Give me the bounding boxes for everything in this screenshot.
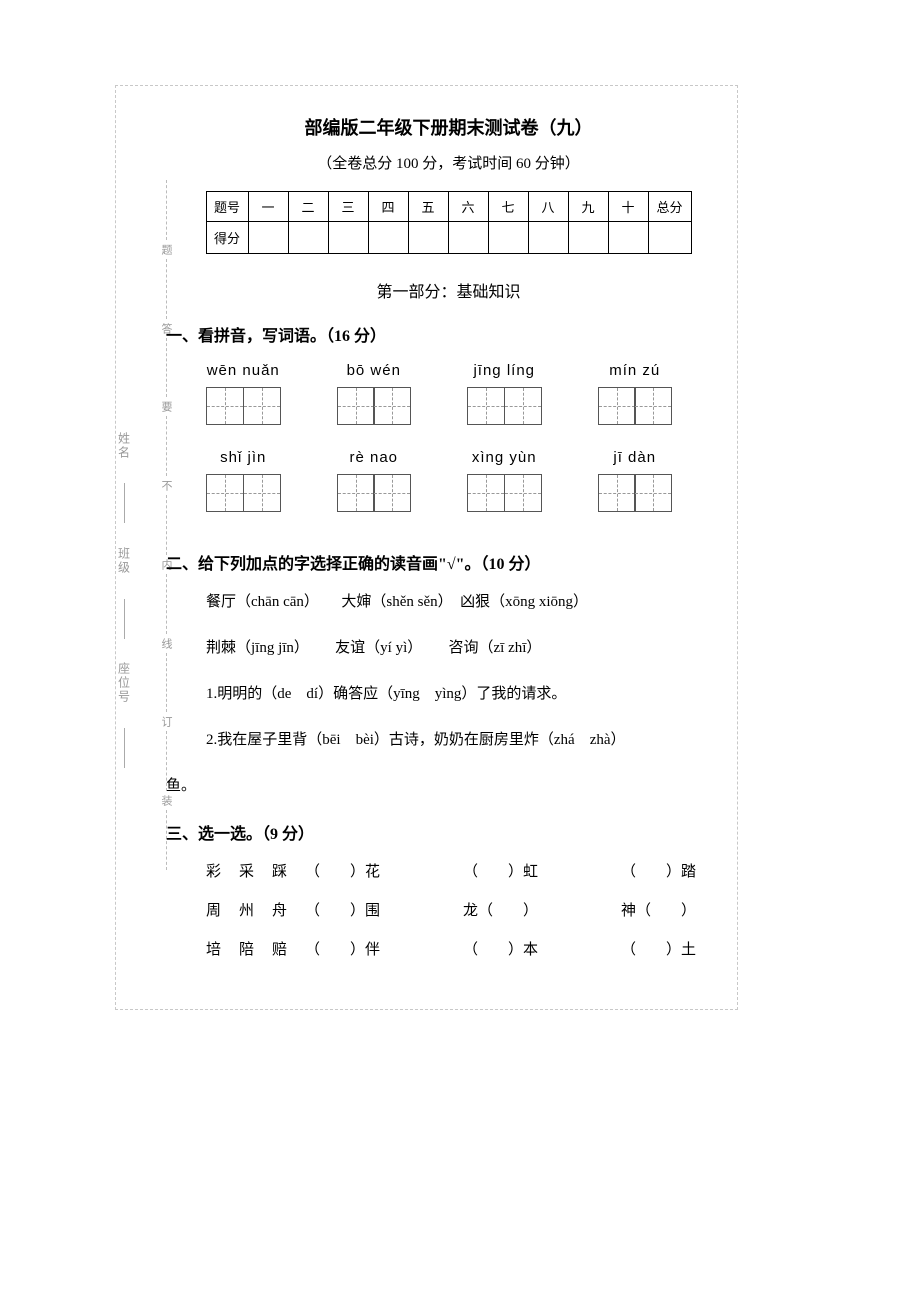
pinyin-row: wēn nuǎn bō wén jīng líng mín zú	[206, 362, 719, 425]
char: 舟	[272, 899, 287, 920]
char: 周	[206, 899, 221, 920]
q3-blanks: （ ）伴 （ ）本 （ ）土	[305, 938, 731, 959]
tian-pair	[598, 474, 673, 512]
cell	[368, 222, 408, 254]
cell: 五	[408, 192, 448, 222]
section1-heading: 一、看拼音，写词语。（16 分）	[166, 322, 719, 346]
q3-chars: 周 州 舟	[206, 899, 287, 920]
q3-blanks: （ ）花 （ ）虹 （ ）踏	[305, 860, 731, 881]
cell-total: 总分	[648, 192, 691, 222]
part1-title: 第一部分：基础知识	[178, 278, 719, 302]
blank: （ ）土	[621, 938, 731, 959]
char: 彩	[206, 860, 221, 881]
q2-line: 2.我在屋子里背（bēi bèi）古诗，奶奶在厨房里炸（zhá zhà）	[206, 728, 719, 752]
pinyin: mín zú	[609, 362, 660, 379]
cell	[648, 222, 691, 254]
cell: 八	[528, 192, 568, 222]
pinyin: jī dàn	[613, 449, 656, 466]
q2-tail: 鱼。	[166, 774, 719, 798]
cell-label: 题号	[206, 192, 248, 222]
cell	[288, 222, 328, 254]
blank: （ ）围	[305, 899, 415, 920]
q3-row: 彩 采 踩 （ ）花 （ ）虹 （ ）踏	[206, 860, 719, 881]
cell	[528, 222, 568, 254]
pinyin: wēn nuǎn	[207, 362, 280, 379]
table-row: 得分	[206, 222, 691, 254]
cell-label: 得分	[206, 222, 248, 254]
cell: 三	[328, 192, 368, 222]
pinyin-row: shǐ jìn rè nao xìng yùn jī dàn	[206, 449, 719, 512]
q3-blanks: （ ）围 龙（ ） 神（ ）	[305, 899, 731, 920]
cell: 九	[568, 192, 608, 222]
blank: （ ）踏	[621, 860, 731, 881]
pinyin-group: mín zú	[598, 362, 673, 425]
pinyin: rè nao	[349, 449, 398, 466]
tian-pair	[467, 474, 542, 512]
char: 培	[206, 938, 221, 959]
cell	[328, 222, 368, 254]
cell: 二	[288, 192, 328, 222]
table-row: 题号 一 二 三 四 五 六 七 八 九 十 总分	[206, 192, 691, 222]
char: 踩	[272, 860, 287, 881]
tian-pair	[598, 387, 673, 425]
cell	[448, 222, 488, 254]
tian-pair	[337, 474, 412, 512]
page-frame: 部编版二年级下册期末测试卷（九） （全卷总分 100 分，考试时间 60 分钟）…	[115, 85, 738, 1010]
exam-title: 部编版二年级下册期末测试卷（九）	[178, 114, 719, 140]
q2-line: 荆棘（jīng jīn） 友谊（yí yì） 咨询（zī zhī）	[206, 636, 719, 660]
pinyin-group: bō wén	[337, 362, 412, 425]
q3-chars: 培 陪 赔	[206, 938, 287, 959]
exam-subtitle: （全卷总分 100 分，考试时间 60 分钟）	[178, 152, 719, 173]
cell: 十	[608, 192, 648, 222]
blank: （ ）本	[463, 938, 573, 959]
char: 采	[239, 860, 254, 881]
section2-heading: 二、给下列加点的字选择正确的读音画"√"。（10 分）	[166, 550, 719, 574]
pinyin-group: rè nao	[337, 449, 412, 512]
blank: 神（ ）	[621, 899, 731, 920]
blank: （ ）花	[305, 860, 415, 881]
cell	[488, 222, 528, 254]
tian-pair	[206, 387, 281, 425]
q3-row: 周 州 舟 （ ）围 龙（ ） 神（ ）	[206, 899, 719, 920]
pinyin: jīng líng	[473, 362, 535, 379]
cell: 一	[248, 192, 288, 222]
char: 州	[239, 899, 254, 920]
q3-chars: 彩 采 踩	[206, 860, 287, 881]
blank: （ ）伴	[305, 938, 415, 959]
pinyin: bō wén	[347, 362, 401, 379]
tian-pair	[206, 474, 281, 512]
cell	[608, 222, 648, 254]
cell	[408, 222, 448, 254]
pinyin: shǐ jìn	[220, 449, 266, 466]
pinyin-group: jī dàn	[598, 449, 673, 512]
cell: 六	[448, 192, 488, 222]
pinyin: xìng yùn	[472, 449, 537, 466]
section3-heading: 三、选一选。（9 分）	[166, 820, 719, 844]
pinyin-group: xìng yùn	[467, 449, 542, 512]
blank: （ ）虹	[463, 860, 573, 881]
cell	[568, 222, 608, 254]
cell: 七	[488, 192, 528, 222]
pinyin-group: jīng líng	[467, 362, 542, 425]
pinyin-group: wēn nuǎn	[206, 362, 281, 425]
cell	[248, 222, 288, 254]
tian-pair	[337, 387, 412, 425]
score-table: 题号 一 二 三 四 五 六 七 八 九 十 总分 得分	[206, 191, 692, 254]
char: 赔	[272, 938, 287, 959]
char: 陪	[239, 938, 254, 959]
q2-line: 餐厅（chān cān） 大婶（shěn sěn） 凶狠（xōng xiōng）	[206, 590, 719, 614]
blank: 龙（ ）	[463, 899, 573, 920]
tian-pair	[467, 387, 542, 425]
q3-row: 培 陪 赔 （ ）伴 （ ）本 （ ）土	[206, 938, 719, 959]
q2-line: 1.明明的（de dí）确答应（yīng yìng）了我的请求。	[206, 682, 719, 706]
pinyin-group: shǐ jìn	[206, 449, 281, 512]
cell: 四	[368, 192, 408, 222]
